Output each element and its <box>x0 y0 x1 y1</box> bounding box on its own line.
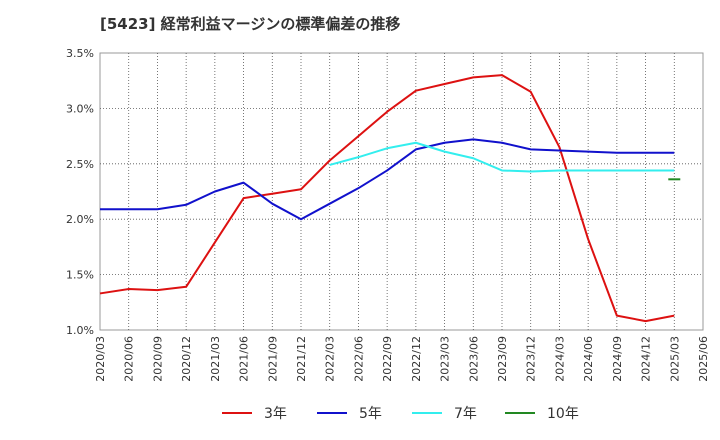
x-tick-label: 2023/12 <box>525 336 538 382</box>
x-tick-label: 2020/09 <box>151 336 164 382</box>
x-tick-label: 2024/09 <box>611 336 624 382</box>
x-tick-label: 2023/06 <box>467 336 480 382</box>
x-tick-label: 2022/09 <box>381 336 394 382</box>
x-tick-label: 2022/03 <box>324 336 337 382</box>
legend-label: 5年 <box>359 406 382 422</box>
y-tick-label: 3.5% <box>66 47 94 60</box>
x-tick-label: 2023/09 <box>496 336 509 382</box>
x-tick-label: 2021/03 <box>209 336 222 382</box>
x-tick-label: 2022/06 <box>352 336 365 382</box>
chart-title: [5423] 経常利益マージンの標準偏差の推移 <box>100 15 401 33</box>
y-tick-label: 2.0% <box>66 213 94 226</box>
x-tick-label: 2024/06 <box>582 336 595 382</box>
x-tick-label: 2023/03 <box>439 336 452 382</box>
legend-label: 10年 <box>547 406 579 422</box>
x-tick-label: 2021/12 <box>295 336 308 382</box>
x-tick-label: 2025/06 <box>697 336 710 382</box>
x-tick-label: 2021/09 <box>266 336 279 382</box>
x-tick-label: 2021/06 <box>238 336 251 382</box>
legend-label: 3年 <box>264 406 287 422</box>
x-tick-label: 2020/03 <box>94 336 107 382</box>
series-line-3 <box>329 141 675 173</box>
x-tick-label: 2024/12 <box>640 336 653 382</box>
x-tick-label: 2025/03 <box>668 336 681 382</box>
x-tick-label: 2020/06 <box>123 336 136 382</box>
series-line-2 <box>100 138 675 221</box>
y-tick-label: 2.5% <box>66 158 94 171</box>
y-tick-label: 3.0% <box>66 102 94 115</box>
plot-area <box>99 52 704 331</box>
legend-label: 7年 <box>454 406 477 422</box>
x-tick-label: 2022/12 <box>410 336 423 382</box>
series-line-1 <box>99 74 675 323</box>
y-tick-label: 1.5% <box>66 269 94 282</box>
x-tick-label: 2020/12 <box>180 336 193 382</box>
x-tick-label: 2024/03 <box>553 336 566 382</box>
y-tick-label: 1.0% <box>66 324 94 337</box>
